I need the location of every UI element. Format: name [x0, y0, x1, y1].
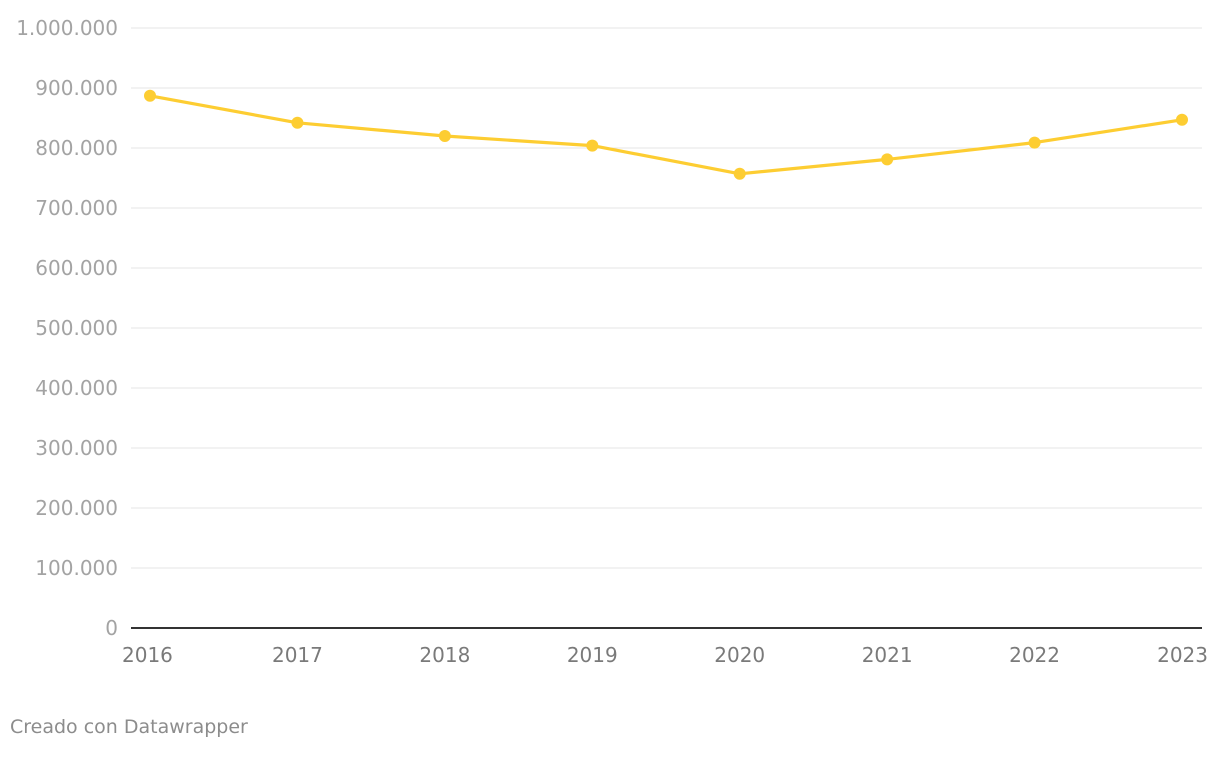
x-tick-label: 2022	[1009, 643, 1060, 667]
y-tick-label: 700.000	[35, 196, 118, 220]
x-tick-label: 2023	[1157, 643, 1208, 667]
y-tick-label: 200.000	[35, 496, 118, 520]
y-tick-label: 600.000	[35, 256, 118, 280]
data-point	[1176, 113, 1188, 126]
x-tick-label: 2019	[567, 643, 618, 667]
x-tick-label: 2017	[272, 643, 323, 667]
y-tick-label: 0	[105, 616, 118, 640]
footer-credit: Creado con Datawrapper	[10, 716, 248, 738]
y-tick-label: 300.000	[35, 436, 118, 460]
data-point	[881, 153, 894, 166]
data-point	[144, 89, 156, 102]
x-tick-label: 2016	[122, 643, 173, 667]
data-point	[291, 116, 304, 129]
data-point	[586, 139, 599, 152]
x-tick-label: 2020	[714, 643, 765, 667]
y-tick-label: 400.000	[35, 376, 118, 400]
data-point	[733, 167, 746, 180]
series	[144, 89, 1188, 180]
y-tick-label: 500.000	[35, 316, 118, 340]
gridlines	[131, 27, 1202, 569]
y-tick-label: 1.000.000	[16, 16, 118, 40]
x-axis: 2016 2017 2018 2019 2020 2021 2022 2023	[122, 627, 1208, 667]
y-tick-label: 900.000	[35, 76, 118, 100]
x-tick-label: 2021	[862, 643, 913, 667]
x-tick-label: 2018	[419, 643, 470, 667]
data-point	[438, 130, 451, 142]
y-tick-label: 100.000	[35, 556, 118, 580]
series-line	[148, 94, 1184, 176]
data-point	[1028, 136, 1041, 149]
y-tick-label: 800.000	[35, 136, 118, 160]
y-axis: 0 100.000 200.000 300.000 400.000 500.000 600.…	[16, 16, 118, 640]
